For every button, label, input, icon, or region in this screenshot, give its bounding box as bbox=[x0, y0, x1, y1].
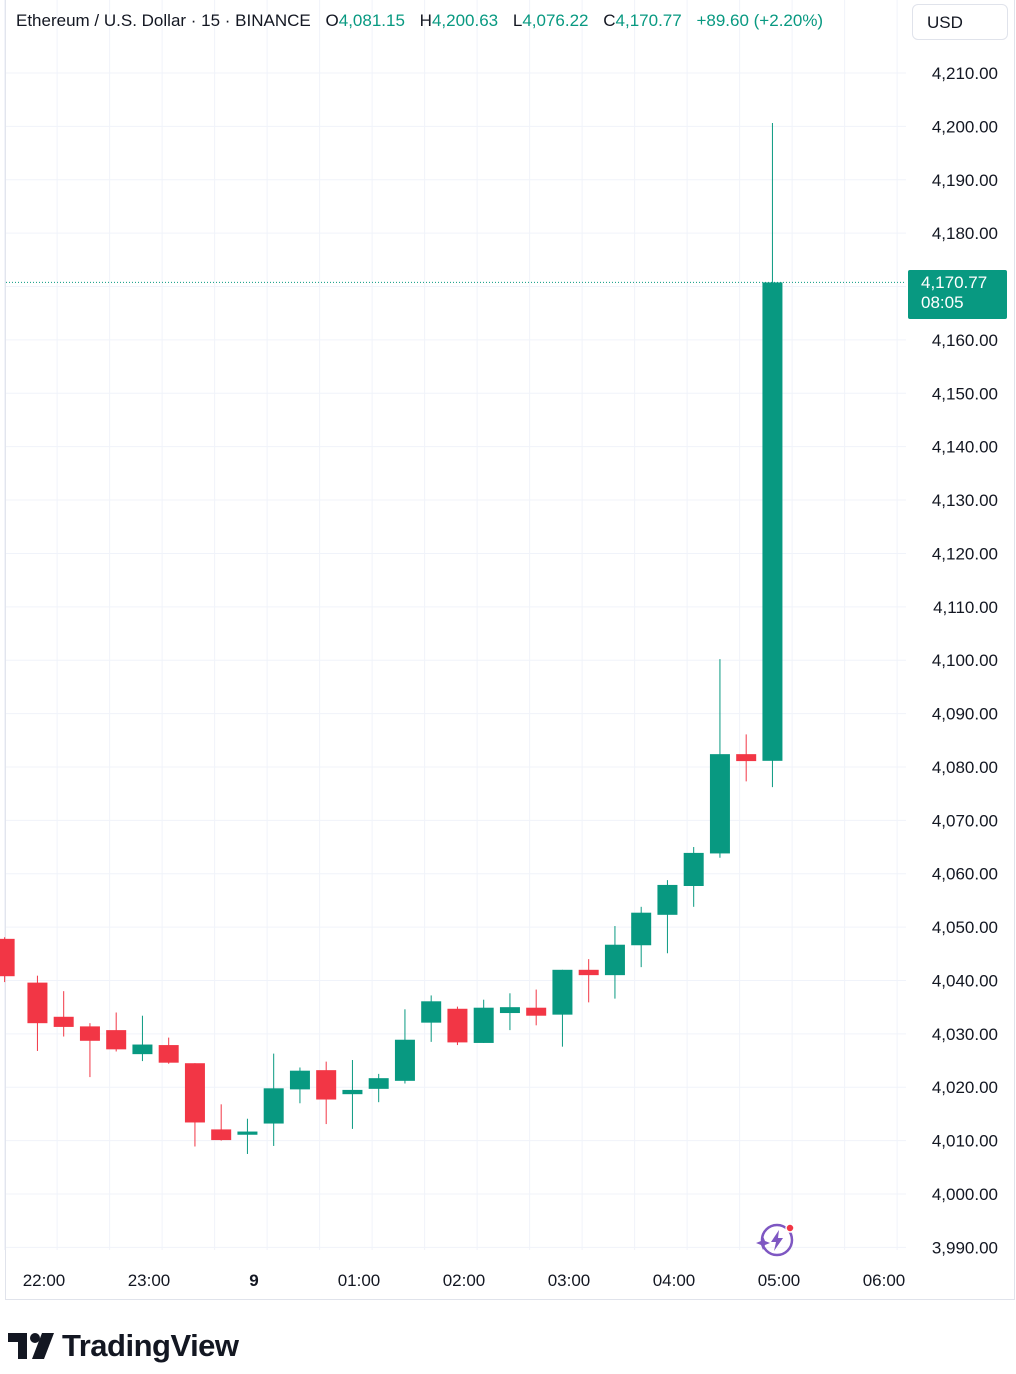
y-tick-label: 4,200.00 bbox=[932, 117, 998, 136]
y-tick-label: 4,000.00 bbox=[932, 1185, 998, 1204]
ai-sparkle-icon[interactable] bbox=[756, 1223, 795, 1257]
candle-down[interactable] bbox=[79, 1026, 100, 1041]
y-tick-label: 4,180.00 bbox=[932, 224, 998, 243]
y-tick-label: 4,190.00 bbox=[932, 171, 998, 190]
candle-down[interactable] bbox=[158, 1045, 179, 1063]
x-tick-label: 05:00 bbox=[758, 1271, 801, 1290]
chart-frame bbox=[5, 0, 1015, 1300]
y-tick-label: 4,020.00 bbox=[932, 1078, 998, 1097]
y-tick-label: 4,040.00 bbox=[932, 971, 998, 990]
candle-down[interactable] bbox=[184, 1063, 205, 1123]
y-tick-label: 4,090.00 bbox=[932, 705, 998, 724]
tradingview-logo[interactable]: TradingView bbox=[8, 1326, 239, 1366]
high-label: H bbox=[419, 11, 432, 30]
candle-up[interactable] bbox=[604, 944, 625, 976]
candle-up[interactable] bbox=[237, 1131, 258, 1135]
close-label: C bbox=[603, 11, 616, 30]
candle-up[interactable] bbox=[421, 1001, 442, 1023]
symbol-title: Ethereum / U.S. Dollar · 15 · BINANCE bbox=[16, 11, 311, 30]
candle-up[interactable] bbox=[263, 1088, 284, 1124]
candle-down[interactable] bbox=[0, 938, 15, 977]
x-tick-label: 01:00 bbox=[338, 1271, 381, 1290]
high-value: 4,200.63 bbox=[431, 11, 499, 30]
last-price-tag: 4,170.77 08:05 bbox=[908, 270, 1007, 319]
candle-up[interactable] bbox=[762, 282, 783, 761]
candle-bodies bbox=[0, 282, 783, 1141]
candle-up[interactable] bbox=[289, 1070, 310, 1090]
x-tick-label: 23:00 bbox=[128, 1271, 171, 1290]
x-tick-label: 06:00 bbox=[863, 1271, 906, 1290]
y-tick-label: 4,160.00 bbox=[932, 331, 998, 350]
y-tick-label: 4,030.00 bbox=[932, 1025, 998, 1044]
candlestick-chart[interactable]: 4,210.00 4,200.00 4,190.00 4,180.00 4,160.00… bbox=[0, 0, 1016, 1300]
x-tick-label: 03:00 bbox=[548, 1271, 591, 1290]
candle-up[interactable] bbox=[394, 1039, 415, 1081]
y-tick-label: 4,100.00 bbox=[932, 651, 998, 670]
candle-down[interactable] bbox=[211, 1129, 232, 1141]
candle-down[interactable] bbox=[578, 969, 599, 976]
candle-up[interactable] bbox=[631, 912, 652, 946]
tradingview-logo-icon bbox=[8, 1333, 54, 1359]
candle-up[interactable] bbox=[709, 754, 730, 854]
y-tick-label: 4,140.00 bbox=[932, 438, 998, 457]
close-value: 4,170.77 bbox=[615, 11, 682, 30]
candle-up[interactable] bbox=[368, 1078, 389, 1089]
candle-down[interactable] bbox=[447, 1008, 468, 1043]
last-price-value: 4,170.77 bbox=[921, 273, 988, 292]
symbol-legend: Ethereum / U.S. Dollar · 15 · BINANCE O4… bbox=[16, 11, 823, 31]
y-tick-label: 4,060.00 bbox=[932, 865, 998, 884]
candle-up[interactable] bbox=[552, 969, 573, 1015]
wicks bbox=[4, 123, 773, 1154]
bar-countdown: 08:05 bbox=[921, 293, 964, 312]
grid bbox=[4, 0, 906, 1250]
y-tick-label: 4,050.00 bbox=[932, 918, 998, 937]
candle-up[interactable] bbox=[499, 1007, 520, 1014]
y-tick-label: 4,210.00 bbox=[932, 64, 998, 83]
candle-down[interactable] bbox=[316, 1070, 337, 1100]
open-value: 4,081.15 bbox=[338, 11, 405, 30]
y-tick-label: 4,150.00 bbox=[932, 384, 998, 403]
low-value: 4,076.22 bbox=[522, 11, 589, 30]
x-tick-label: 22:00 bbox=[23, 1271, 66, 1290]
y-tick-label: 3,990.00 bbox=[932, 1238, 998, 1257]
x-axis[interactable]: 22:00 23:00 9 01:00 02:00 03:00 04:00 05:00 06:0… bbox=[23, 1271, 906, 1290]
candle-down[interactable] bbox=[736, 754, 757, 762]
candle-down[interactable] bbox=[53, 1016, 74, 1027]
candle-down[interactable] bbox=[27, 982, 48, 1024]
candle-down[interactable] bbox=[526, 1007, 547, 1016]
y-tick-label: 4,010.00 bbox=[932, 1132, 998, 1151]
candle-up[interactable] bbox=[473, 1007, 494, 1043]
candle-up[interactable] bbox=[342, 1089, 363, 1095]
x-tick-label: 02:00 bbox=[443, 1271, 486, 1290]
x-tick-label: 04:00 bbox=[653, 1271, 696, 1290]
tradingview-wordmark: TradingView bbox=[62, 1328, 239, 1363]
candle-up[interactable] bbox=[683, 852, 704, 886]
currency-button[interactable]: USD bbox=[912, 4, 1008, 40]
y-tick-label: 4,120.00 bbox=[932, 544, 998, 563]
change-value: +89.60 (+2.20%) bbox=[696, 11, 824, 30]
y-tick-label: 4,080.00 bbox=[932, 758, 998, 777]
y-tick-label: 4,070.00 bbox=[932, 811, 998, 830]
y-tick-label: 4,130.00 bbox=[932, 491, 998, 510]
open-label: O bbox=[325, 11, 339, 30]
low-label: L bbox=[512, 11, 523, 30]
x-tick-label: 9 bbox=[249, 1271, 258, 1290]
candle-up[interactable] bbox=[132, 1044, 153, 1055]
y-tick-label: 4,110.00 bbox=[933, 598, 998, 617]
candle-up[interactable] bbox=[657, 884, 678, 915]
candle-down[interactable] bbox=[106, 1030, 127, 1050]
y-axis[interactable]: 4,210.00 4,200.00 4,190.00 4,180.00 4,160.00… bbox=[932, 64, 998, 1257]
